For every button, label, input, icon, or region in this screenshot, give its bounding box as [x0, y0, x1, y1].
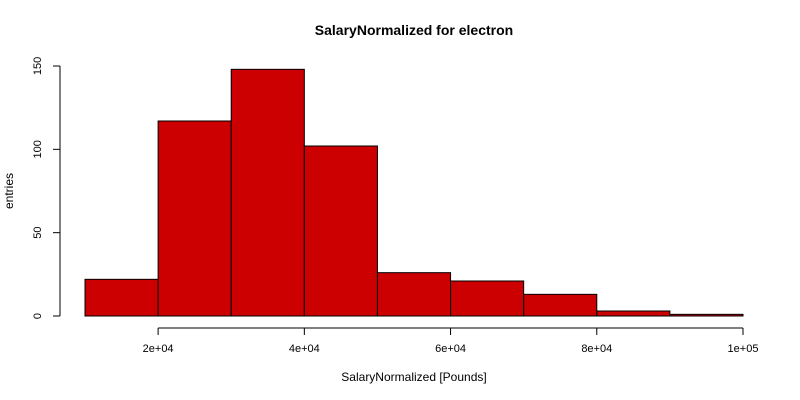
- y-tick-label: 100: [32, 140, 44, 158]
- histogram-bar: [303, 145, 378, 317]
- y-tick-label: 0: [32, 313, 44, 319]
- histogram-bar: [376, 272, 452, 317]
- x-tick-label: 8e+04: [581, 343, 612, 355]
- x-axis: 2e+04 4e+04 6e+04 8e+04 1e+05: [143, 327, 759, 355]
- y-axis-label: entries: [2, 173, 16, 209]
- y-axis: 0 50 100 150: [32, 57, 61, 319]
- x-tick-label: 2e+04: [143, 343, 174, 355]
- histogram-bar: [450, 280, 525, 317]
- histogram-bar: [84, 278, 159, 317]
- histogram-bar: [669, 313, 744, 317]
- histogram-bars: [84, 68, 744, 317]
- histogram-bar: [523, 293, 598, 317]
- histogram-bar: [157, 120, 232, 317]
- y-tick-label: 150: [32, 57, 44, 75]
- x-tick-label: 4e+04: [289, 343, 320, 355]
- x-axis-label: SalaryNormalized [Pounds]: [341, 370, 486, 384]
- histogram-bar: [230, 68, 305, 317]
- chart-title: SalaryNormalized for electron: [315, 22, 513, 38]
- x-tick-label: 6e+04: [435, 343, 466, 355]
- y-tick-label: 50: [32, 227, 44, 239]
- histogram-bar: [596, 310, 671, 317]
- x-tick-label: 1e+05: [728, 343, 759, 355]
